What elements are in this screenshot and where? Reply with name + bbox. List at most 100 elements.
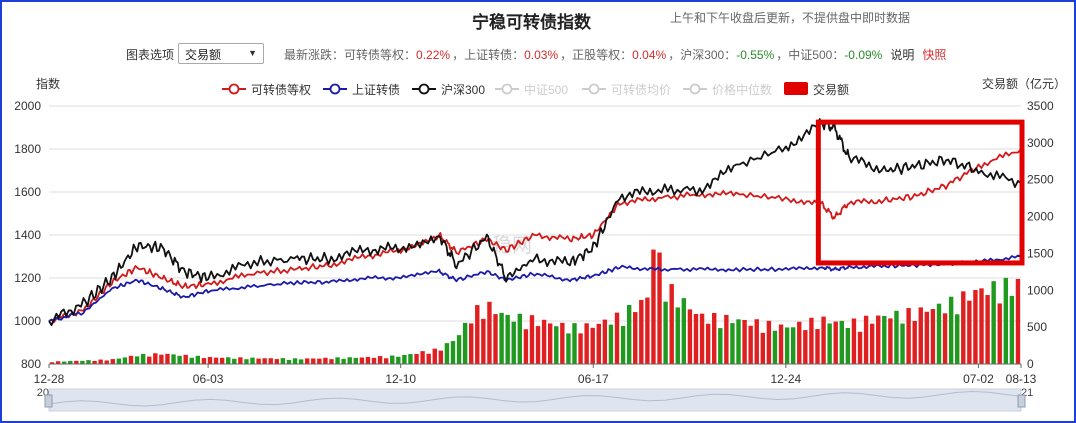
volume-bar [529, 315, 535, 364]
volume-bar [955, 314, 960, 364]
stat-value: 0.04% [632, 48, 667, 62]
volume-bar [566, 333, 571, 364]
volume-bar [462, 322, 468, 364]
x-tick-label: 08-13 [1006, 372, 1037, 386]
x-tick-label: 06-03 [193, 372, 224, 386]
chart-option-select[interactable]: 交易额 ▼ [178, 43, 264, 64]
volume-bar [876, 315, 881, 364]
volume-bar [705, 323, 711, 364]
y-tick-label: 1600 [14, 185, 41, 199]
volume-bar [153, 353, 158, 364]
volume-bar [766, 320, 772, 364]
volume-bar [857, 331, 863, 364]
volume-bar [292, 358, 298, 364]
volume-bar [128, 355, 134, 364]
volume-bar [244, 359, 249, 364]
dropdown-arrow-icon: ▼ [248, 48, 257, 58]
legend-swatch-marker [588, 83, 600, 95]
legend-item-label: 上证转债 [352, 82, 400, 97]
volume-bar [669, 284, 674, 364]
volume-bar [596, 323, 601, 364]
zoom-handle-left[interactable] [44, 394, 53, 408]
volume-bar [1009, 295, 1015, 364]
volume-bar [784, 327, 790, 364]
volume-bar [383, 358, 389, 364]
volume-bar [371, 357, 377, 364]
volume-bar [730, 323, 735, 364]
volume-bar [663, 301, 668, 364]
volume-bar [961, 291, 966, 364]
volume-bar [396, 356, 401, 364]
legend-item-label: 可转债均价 [611, 82, 671, 97]
volume-bar [177, 355, 182, 364]
volume-bar [687, 309, 693, 364]
stat-name: 可转债等权： [344, 48, 417, 62]
y-tick-label: 1000 [14, 314, 41, 328]
volume-bar [657, 252, 662, 364]
volume-bar [815, 329, 820, 364]
volume-bar [942, 313, 948, 364]
volume-bar [122, 357, 128, 364]
legend-swatch-marker [689, 83, 701, 95]
zoom-handle-right[interactable] [1017, 394, 1026, 408]
volume-bar [499, 312, 504, 364]
volume-bar [523, 329, 529, 364]
y2-tick-label: 3500 [1027, 99, 1054, 113]
legend-swatch-bar[interactable] [784, 82, 808, 95]
x-tick-label: 12-10 [385, 372, 416, 386]
y-tick-label: 2000 [14, 99, 41, 113]
page-title: 宁稳可转债指数 [472, 13, 591, 32]
volume-bar [147, 356, 152, 364]
volume-bar [80, 360, 85, 364]
volume-bar [1015, 278, 1021, 364]
legend-swatch-marker [501, 83, 513, 95]
volume-bar [1003, 277, 1009, 364]
volume-bar [772, 330, 778, 364]
volume-bar [517, 313, 523, 364]
series-line-1 [48, 254, 1022, 322]
volume-bar [888, 318, 893, 364]
volume-bar [505, 314, 510, 364]
volume-bar [408, 354, 413, 364]
volume-bar [924, 311, 930, 364]
volume-bar [298, 359, 304, 364]
volume-bar [948, 296, 954, 364]
volume-bar [547, 323, 553, 364]
explain-link[interactable]: 说明 [890, 48, 915, 62]
volume-bar [201, 358, 207, 364]
volume-bar [602, 319, 608, 364]
volume-bar [274, 359, 280, 364]
volume-bar [541, 319, 547, 364]
volume-bar [614, 312, 620, 364]
snapshot-link[interactable]: 快照 [922, 48, 947, 62]
volume-bar [317, 358, 322, 364]
x-tick-label: 06-17 [578, 372, 609, 386]
volume-bar [626, 304, 632, 364]
volume-bar [414, 353, 419, 364]
volume-bar [444, 343, 450, 364]
volume-bar [906, 308, 911, 364]
stat-value: -0.55% [736, 48, 775, 62]
volume-bar [967, 300, 972, 364]
volume-bar [535, 326, 541, 364]
y2-tick-label: 3000 [1027, 136, 1054, 150]
stat-name: 正股等权： [572, 48, 633, 62]
series-line-2 [48, 118, 1022, 327]
volume-bar [511, 321, 516, 364]
volume-bar [377, 356, 383, 364]
volume-bar [353, 357, 358, 364]
volume-bar [420, 351, 425, 364]
latest-change-bar: 最新涨跌：可转债等权：0.22% ，上证转债：0.03% ，正股等权：0.04% ，沪… [284, 46, 946, 63]
volume-bar [134, 356, 140, 364]
volume-bar [699, 313, 705, 364]
volume-bar [712, 312, 717, 364]
volume-bar [821, 316, 826, 364]
y2-tick-label: 2000 [1027, 210, 1054, 224]
volume-bar [262, 358, 267, 364]
volume-bar [693, 313, 699, 364]
volume-bar [882, 315, 887, 364]
volume-bar [390, 355, 395, 364]
volume-bar [86, 360, 91, 364]
volume-bar [341, 358, 346, 364]
